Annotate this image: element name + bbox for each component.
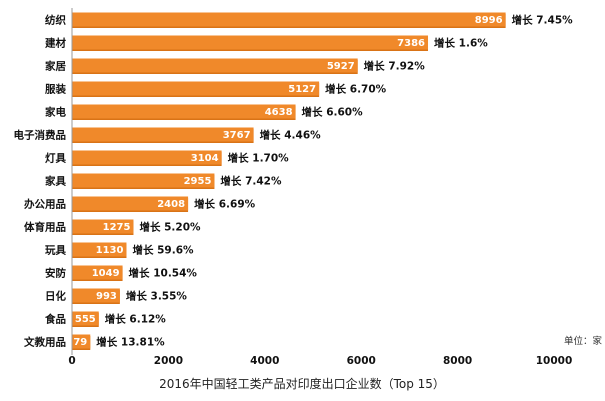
category-label: 服装: [45, 83, 66, 96]
bar-value-label: 379: [66, 337, 87, 348]
growth-label: 增长 13.81%: [96, 336, 165, 349]
x-tick-label: 6000: [347, 355, 376, 367]
bar: [72, 288, 120, 303]
x-tick-label: 8000: [443, 355, 472, 367]
category-label: 食品: [44, 313, 66, 326]
chart-title: 2016年中国轻工类产品对印度出口企业数（Top 15）: [159, 376, 445, 391]
bar-value-label: 5927: [327, 61, 355, 72]
category-label: 玩具: [45, 245, 66, 257]
growth-label: 增长 5.20%: [139, 221, 201, 234]
growth-label: 增长 7.92%: [364, 60, 426, 73]
x-tick-label: 4000: [250, 355, 279, 367]
category-label: 灯具: [45, 152, 66, 165]
bar-value-label: 555: [75, 314, 96, 325]
x-tick-label: 10000: [536, 355, 573, 367]
category-label: 家电: [45, 106, 66, 119]
bar-value-label: 4638: [265, 107, 293, 118]
category-label: 家居: [45, 60, 66, 73]
category-label: 体育用品: [24, 221, 66, 234]
growth-label: 增长 1.6%: [434, 37, 488, 50]
bar: [72, 219, 134, 234]
bar: [72, 127, 254, 142]
bar-value-label: 3767: [223, 130, 251, 141]
x-axis-ticks: 0 2000 4000 6000 8000 10000: [68, 355, 572, 367]
x-tick-label: 2000: [154, 355, 183, 367]
category-label: 安防: [45, 267, 66, 280]
category-label: 文教用品: [23, 336, 66, 349]
growth-label: 增长 7.42%: [220, 175, 282, 188]
category-label: 日化: [45, 290, 66, 303]
bar: [72, 150, 222, 165]
growth-label: 增长 59.6%: [132, 244, 194, 257]
category-label: 办公用品: [24, 198, 66, 211]
bar-value-label: 2408: [157, 199, 185, 210]
bar: [72, 12, 506, 27]
bar: [72, 242, 127, 257]
bar: [72, 173, 215, 188]
bars-layer: 纺织 8996 增长 7.45% 建材 7386 增长 1.6% 家居 5927 增长 7.92…: [14, 12, 574, 350]
growth-label: 增长 6.70%: [325, 83, 387, 96]
bar: [72, 334, 91, 349]
category-label: 纺织: [45, 14, 66, 27]
growth-label: 增长 1.70%: [228, 152, 290, 165]
growth-label: 增长 6.69%: [194, 198, 256, 211]
growth-label: 增长 7.45%: [512, 14, 574, 27]
growth-label: 增长 4.46%: [260, 129, 322, 142]
bar: [72, 311, 99, 326]
bar: [72, 104, 296, 119]
bar-value-label: 2955: [184, 176, 212, 187]
bar-value-label: 993: [96, 291, 117, 302]
category-label: 家具: [45, 175, 66, 188]
bar-value-label: 8996: [475, 15, 503, 26]
bar: [72, 58, 358, 73]
growth-label: 增长 6.12%: [105, 313, 167, 326]
category-label: 建材: [44, 37, 66, 50]
bar-value-label: 1049: [92, 268, 120, 279]
category-label: 电子消费品: [14, 129, 67, 142]
bar-value-label: 1130: [96, 245, 124, 256]
bar: [72, 81, 320, 96]
bar: [72, 35, 429, 50]
unit-label: 单位：家: [564, 335, 603, 347]
bar: [72, 265, 123, 280]
bar-value-label: 7386: [397, 38, 425, 49]
bar-value-label: 5127: [288, 84, 316, 95]
growth-label: 增长 3.55%: [126, 290, 188, 303]
x-tick-label: 0: [68, 355, 75, 367]
growth-label: 增长 6.60%: [302, 106, 364, 119]
bar-value-label: 3104: [191, 153, 219, 164]
bar-value-label: 1275: [103, 222, 131, 233]
growth-label: 增长 10.54%: [129, 267, 198, 280]
bar: [72, 196, 189, 211]
